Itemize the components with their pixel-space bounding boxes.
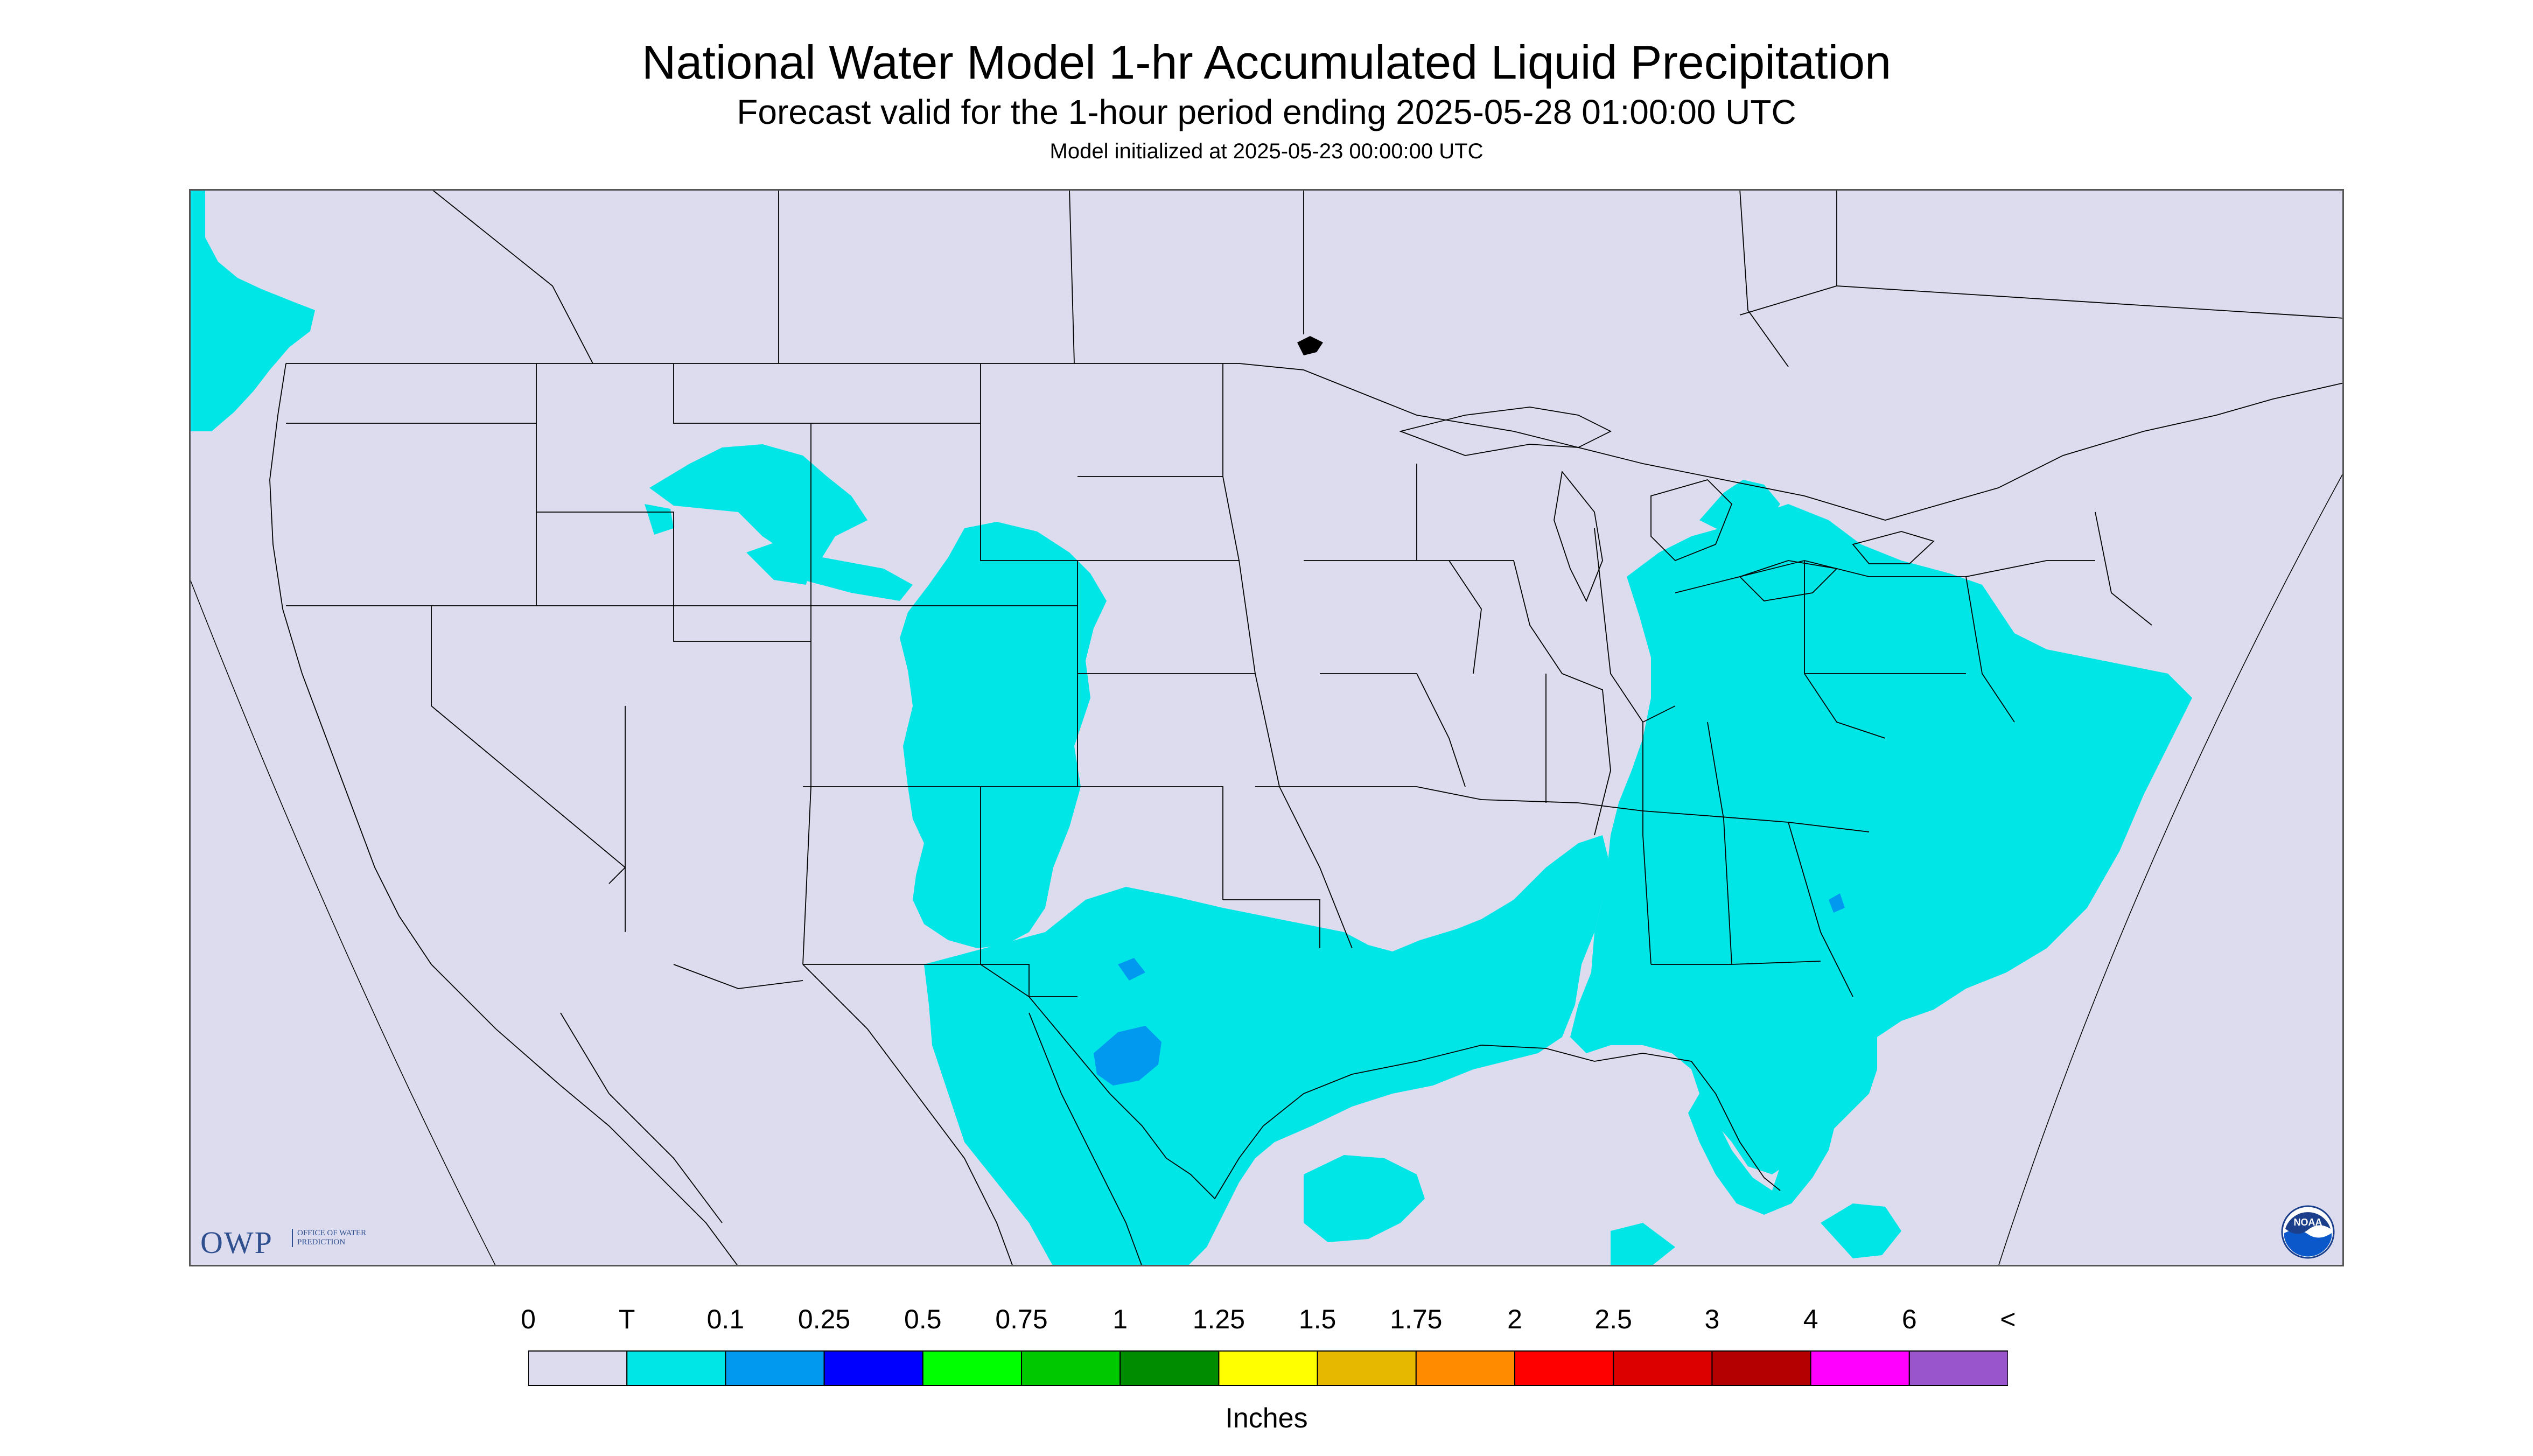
colorbar-label-6: 1 — [1112, 1304, 1128, 1334]
precip-southern-plains — [924, 835, 1611, 1266]
colorbar-label-11: 2.5 — [1594, 1304, 1632, 1334]
colorbar-label-15: < — [2000, 1304, 2016, 1334]
colorbar-swatch-8 — [1317, 1350, 1417, 1386]
state-boundaries — [269, 189, 2344, 1266]
colorbar-unit: Inches — [1225, 1403, 1308, 1434]
model-init-time: Model initialized at 2025-05-23 00:00:00… — [1049, 139, 1484, 163]
colorbar-label-10: 2 — [1507, 1304, 1522, 1334]
owp-logo-subtext: OFFICE OF WATER PREDICTION — [292, 1229, 367, 1247]
precip-idaho-fragments — [645, 504, 811, 585]
domain-boundary-left — [189, 576, 496, 1266]
svg-text:NOAA: NOAA — [2294, 1217, 2322, 1228]
owp-logo-text: OWP — [200, 1225, 273, 1260]
colorbar-label-8: 1.5 — [1298, 1304, 1337, 1334]
precip-montana — [649, 444, 913, 601]
noaa-logo: NOAA — [2281, 1205, 2335, 1259]
colorbar-label-4: 0.5 — [904, 1304, 942, 1334]
colorbar-swatch-10 — [1514, 1350, 1614, 1386]
colorbar — [528, 1350, 2008, 1386]
colorbar-label-12: 3 — [1704, 1304, 1720, 1334]
colorbar-swatch-7 — [1218, 1350, 1318, 1386]
colorbar-swatch-9 — [1415, 1350, 1516, 1386]
great-lakes — [1398, 407, 1935, 603]
colorbar-label-13: 4 — [1803, 1304, 1818, 1334]
colorbar-label-14: 6 — [1901, 1304, 1917, 1334]
colorbar-swatch-11 — [1613, 1350, 1713, 1386]
precip-colorado — [900, 522, 1107, 948]
colorbar-label-9: 1.75 — [1390, 1304, 1443, 1334]
precip-michigan-north — [1699, 480, 1780, 536]
colorbar-swatch-3 — [823, 1350, 923, 1386]
colorbar-swatch-2 — [725, 1350, 825, 1386]
domain-boundary-right — [1998, 471, 2344, 1266]
colorbar-label-5: 0.75 — [995, 1304, 1048, 1334]
precip-pacific-northwest — [189, 189, 315, 431]
colorbar-swatch-6 — [1119, 1350, 1220, 1386]
colorbar-swatch-0 — [528, 1350, 628, 1386]
lake-of-the-woods — [1297, 336, 1323, 355]
precipitation-map — [189, 189, 2344, 1266]
colorbar-swatch-12 — [1711, 1350, 1811, 1386]
colorbar-label-7: 1.25 — [1192, 1304, 1245, 1334]
forecast-valid-time: Forecast valid for the 1-hour period end… — [737, 93, 1796, 131]
map-title: National Water Model 1-hr Accumulated Li… — [641, 36, 1892, 89]
colorbar-label-3: 0.25 — [797, 1304, 851, 1334]
precip-eastern-us — [1570, 504, 2192, 1174]
precip-florida — [1688, 1094, 1837, 1215]
precip-gulf-offshore — [1304, 1155, 1901, 1266]
colorbar-swatch-13 — [1810, 1350, 1910, 1386]
colorbar-swatch-5 — [1021, 1350, 1121, 1386]
colorbar-swatch-1 — [626, 1350, 726, 1386]
colorbar-label-0: 0 — [521, 1304, 536, 1334]
colorbar-swatch-14 — [1908, 1350, 2008, 1386]
colorbar-label-2: 0.1 — [706, 1304, 745, 1334]
colorbar-label-1: T — [618, 1304, 635, 1334]
colorbar-swatch-4 — [922, 1350, 1022, 1386]
